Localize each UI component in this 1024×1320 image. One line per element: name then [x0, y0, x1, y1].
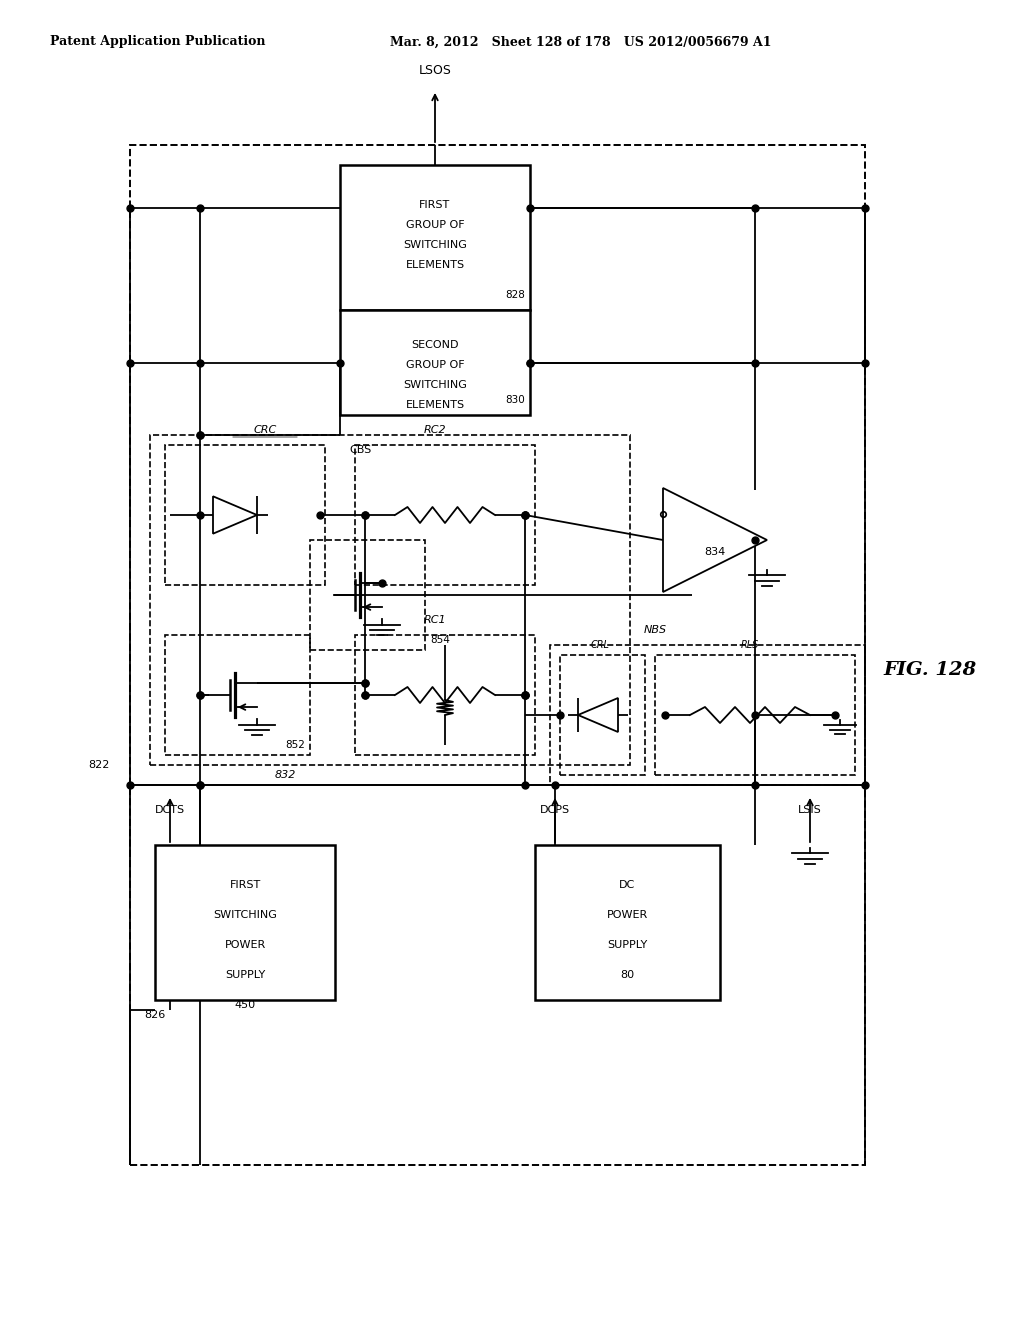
Text: NBS: NBS: [643, 624, 667, 635]
Text: DCPS: DCPS: [540, 805, 570, 814]
Polygon shape: [213, 496, 257, 533]
Text: RC2: RC2: [424, 425, 446, 436]
Text: SWITCHING: SWITCHING: [213, 909, 276, 920]
Bar: [165, 445, 325, 585]
Text: POWER: POWER: [224, 940, 265, 950]
Bar: [340, 165, 530, 310]
Text: 822: 822: [89, 760, 110, 770]
Bar: [655, 655, 855, 775]
Text: 826: 826: [144, 1010, 166, 1020]
Text: SUPPLY: SUPPLY: [225, 970, 265, 979]
Text: 834: 834: [705, 546, 726, 557]
Text: SUPPLY: SUPPLY: [607, 940, 647, 950]
Bar: [150, 436, 630, 766]
Text: SWITCHING: SWITCHING: [403, 380, 467, 389]
Text: FIG. 128: FIG. 128: [884, 661, 977, 678]
Text: CRC: CRC: [253, 425, 276, 436]
Text: DCTS: DCTS: [155, 805, 185, 814]
Bar: [560, 655, 645, 775]
Bar: [355, 445, 535, 585]
Text: LSOS: LSOS: [419, 63, 452, 77]
Text: DC: DC: [620, 880, 636, 890]
Text: Patent Application Publication: Patent Application Publication: [50, 36, 265, 49]
Bar: [165, 635, 310, 755]
Bar: [310, 540, 425, 649]
Text: GROUP OF: GROUP OF: [406, 360, 464, 370]
Text: GROUP OF: GROUP OF: [406, 220, 464, 230]
Bar: [130, 145, 865, 1166]
Text: 80: 80: [621, 970, 635, 979]
Text: SWITCHING: SWITCHING: [403, 240, 467, 249]
Bar: [535, 845, 720, 1001]
Text: 852: 852: [285, 741, 305, 750]
Text: Mar. 8, 2012   Sheet 128 of 178   US 2012/0056679 A1: Mar. 8, 2012 Sheet 128 of 178 US 2012/00…: [390, 36, 771, 49]
Text: ELEMENTS: ELEMENTS: [406, 400, 465, 411]
Text: 832: 832: [274, 770, 296, 780]
Text: 854: 854: [430, 635, 450, 645]
Bar: [355, 635, 535, 755]
Text: SECOND: SECOND: [412, 341, 459, 350]
Polygon shape: [578, 698, 618, 733]
Bar: [340, 310, 530, 414]
Text: 828: 828: [505, 290, 525, 300]
Text: RLS: RLS: [740, 640, 759, 649]
Text: CBS: CBS: [349, 445, 371, 455]
Text: POWER: POWER: [607, 909, 648, 920]
Bar: [550, 645, 865, 785]
Text: LSIS: LSIS: [798, 805, 822, 814]
Text: ELEMENTS: ELEMENTS: [406, 260, 465, 271]
Text: FIRST: FIRST: [420, 201, 451, 210]
Text: 450: 450: [234, 1001, 256, 1010]
Text: RC1: RC1: [424, 615, 446, 624]
Text: FIRST: FIRST: [229, 880, 261, 890]
Text: CRL: CRL: [591, 640, 609, 649]
Text: 830: 830: [505, 395, 525, 405]
Bar: [155, 845, 335, 1001]
Polygon shape: [663, 488, 767, 591]
